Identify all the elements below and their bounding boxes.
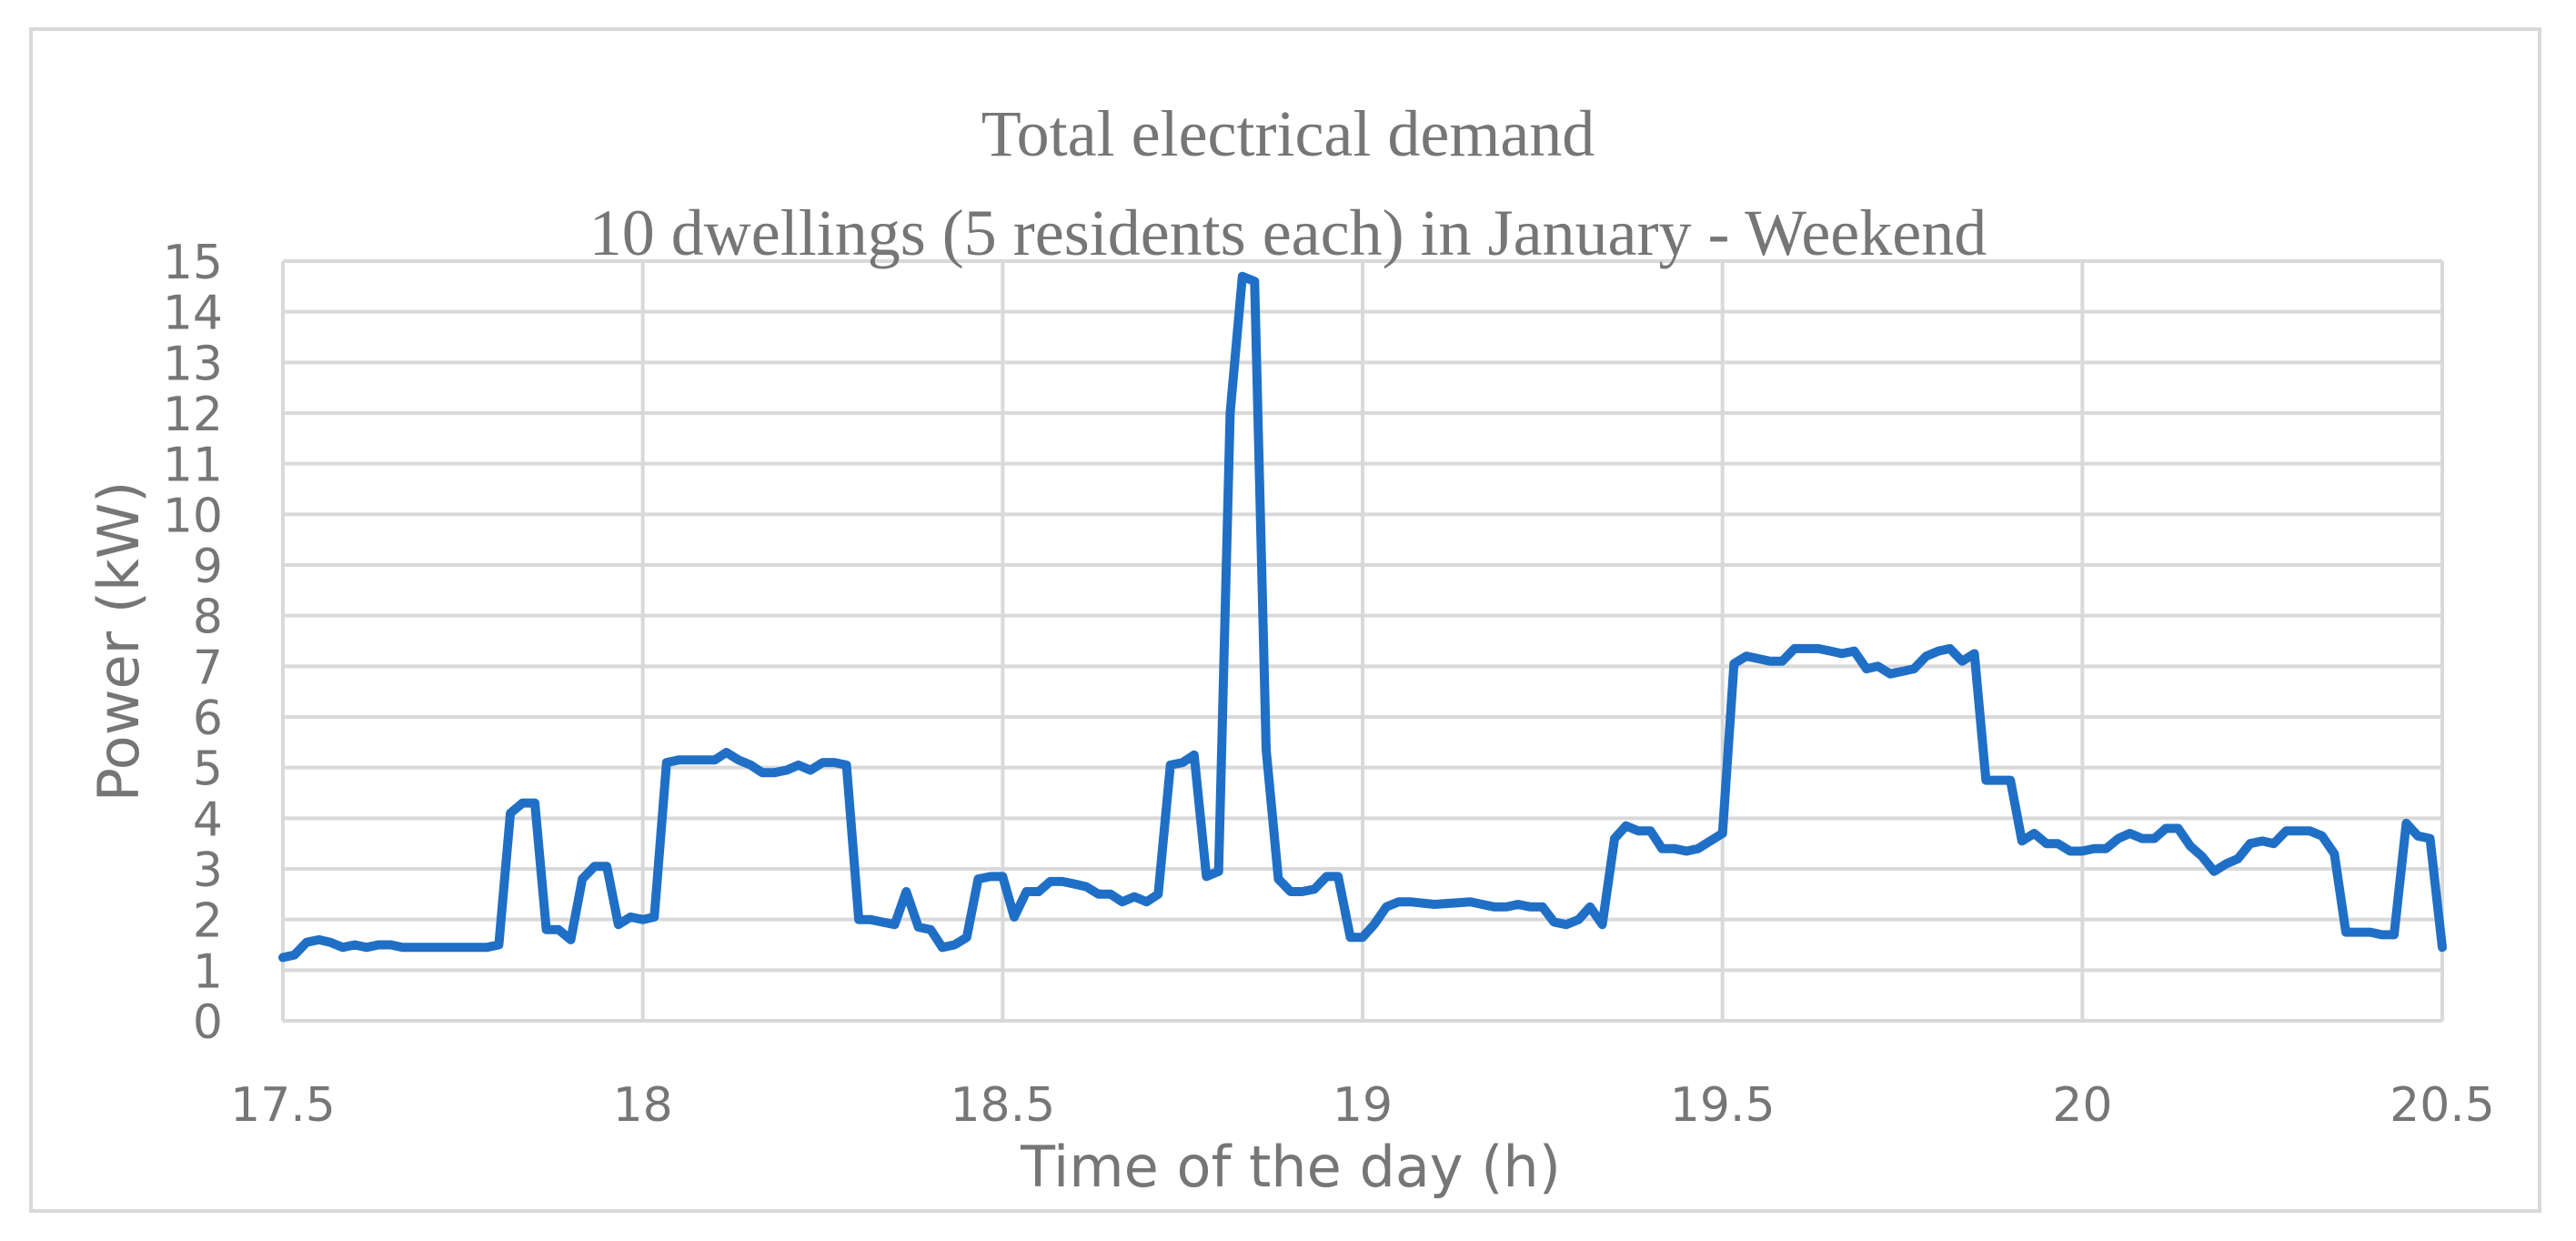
y-tick-label: 6 [193, 691, 223, 746]
x-tick-label: 17.5 [230, 1078, 336, 1133]
y-tick-label: 1 [193, 944, 223, 999]
series-line [278, 271, 2447, 963]
y-tick-label: 9 [193, 540, 223, 594]
series-layer [278, 271, 2447, 963]
x-axis-ticks: 17.5 18 18.5 19 19.5 20 20.5 [230, 1078, 2495, 1133]
y-tick-label: 14 [163, 287, 223, 341]
y-tick-label: 13 [163, 337, 223, 391]
y-tick-label: 15 [163, 236, 223, 290]
y-tick-label: 0 [193, 995, 223, 1050]
y-tick-label: 10 [163, 489, 223, 543]
y-tick-label: 4 [193, 792, 223, 847]
x-tick-label: 18 [613, 1078, 673, 1133]
chart-title: Total electrical demand [981, 97, 1595, 170]
y-tick-label: 3 [193, 843, 223, 898]
x-tick-label: 19.5 [1670, 1078, 1776, 1133]
y-tick-label: 11 [163, 439, 223, 493]
x-tick-label: 18.5 [950, 1078, 1055, 1133]
y-tick-label: 8 [193, 590, 223, 645]
y-tick-label: 7 [193, 641, 223, 695]
y-tick-label: 2 [193, 894, 223, 949]
chart-frame [29, 27, 2541, 1213]
y-tick-label: 12 [163, 388, 223, 442]
x-tick-label: 20 [2052, 1078, 2112, 1133]
chart-subtitle: 10 dwellings (5 residents each) in Janua… [589, 197, 1987, 269]
x-axis-title: Time of the day (h) [1020, 1134, 1561, 1200]
gridlines [281, 259, 2444, 1023]
y-tick-label: 5 [193, 742, 223, 797]
y-axis-title: Power (kW) [86, 481, 152, 802]
x-tick-label: 19 [1333, 1078, 1393, 1133]
x-tick-label: 20.5 [2390, 1078, 2495, 1133]
